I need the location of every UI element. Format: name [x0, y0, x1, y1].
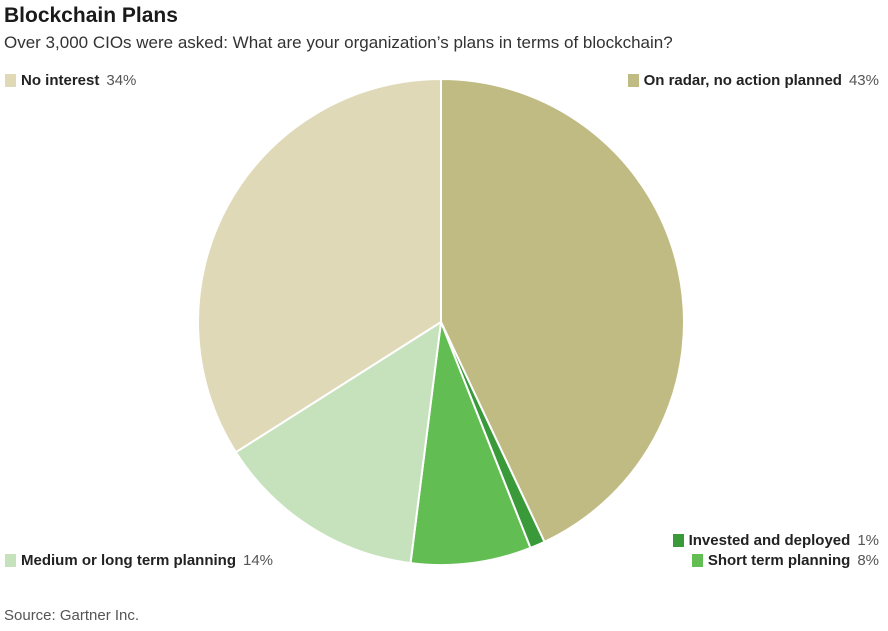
- legend-swatch-on-radar: [627, 73, 639, 87]
- legend-label-on-radar: On radar, no action planned: [643, 71, 842, 89]
- legend-label-short-term: Short term planning: [707, 551, 851, 569]
- legend-swatch-medium-long-term: [5, 553, 16, 567]
- pie-slice-short-term-planning: [409, 321, 532, 566]
- legend-value-no-interest: 34%: [106, 71, 137, 89]
- legend-label-medium-long-term: Medium or long term planning: [21, 551, 236, 569]
- chart-title: Blockchain Plans: [4, 4, 178, 27]
- legend-label-no-interest: No interest: [21, 71, 100, 89]
- pie-slice-medium-or-long-term-planning: [234, 321, 442, 565]
- pie-slice-on-radar-no-action-planned: [440, 78, 685, 543]
- legend-no-interest: No interest 34%: [5, 71, 136, 89]
- legend-swatch-invested-deployed: [672, 533, 684, 547]
- pie-slice-no-interest: [197, 78, 442, 454]
- chart-subtitle: Over 3,000 CIOs were asked: What are you…: [4, 33, 673, 52]
- legend-value-short-term: 8%: [857, 551, 879, 569]
- legend-invested-deployed: Invested and deployed 1%: [672, 531, 879, 549]
- legend-value-invested-deployed: 1%: [857, 531, 879, 549]
- legend-value-on-radar: 43%: [848, 71, 879, 89]
- legend-value-medium-long-term: 14%: [243, 551, 274, 569]
- legend-medium-long-term: Medium or long term planning 14%: [5, 551, 273, 569]
- legend-label-invested-deployed: Invested and deployed: [688, 531, 851, 549]
- legend-swatch-short-term: [691, 553, 703, 567]
- legend-swatch-no-interest: [5, 73, 16, 87]
- legend-on-radar: On radar, no action planned 43%: [627, 71, 879, 89]
- legend-short-term: Short term planning 8%: [691, 551, 879, 569]
- chart-source: Source: Gartner Inc.: [4, 607, 140, 624]
